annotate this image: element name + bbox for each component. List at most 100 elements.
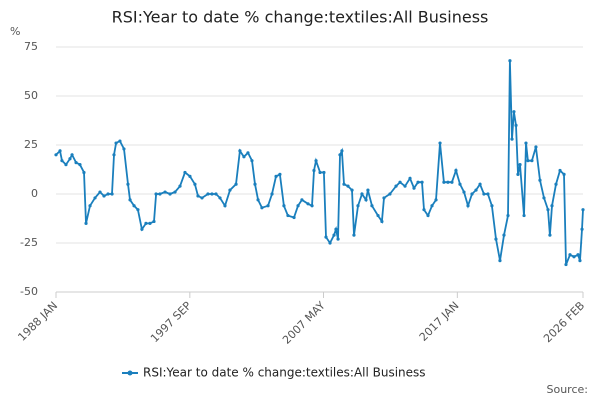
point bbox=[200, 196, 204, 200]
point bbox=[478, 182, 482, 186]
point bbox=[332, 233, 336, 237]
point bbox=[148, 221, 152, 225]
point bbox=[193, 182, 197, 186]
point bbox=[470, 192, 474, 196]
y-tick-label: -50 bbox=[20, 285, 38, 298]
point bbox=[564, 262, 568, 267]
y-tick-label: -25 bbox=[20, 236, 38, 249]
point bbox=[538, 178, 542, 182]
point bbox=[318, 170, 322, 175]
point bbox=[163, 190, 167, 194]
point bbox=[140, 227, 144, 231]
point bbox=[58, 149, 62, 153]
point bbox=[128, 198, 132, 202]
point bbox=[188, 174, 192, 178]
point bbox=[218, 196, 222, 200]
point bbox=[68, 157, 72, 161]
point bbox=[110, 192, 114, 196]
point bbox=[154, 192, 158, 196]
point bbox=[278, 172, 282, 176]
point bbox=[210, 192, 214, 196]
point bbox=[250, 159, 254, 163]
point bbox=[82, 170, 86, 175]
point bbox=[462, 190, 466, 194]
point bbox=[260, 206, 264, 210]
point bbox=[450, 180, 454, 184]
x-tick-label: 2026 FEB bbox=[541, 299, 587, 345]
point bbox=[158, 192, 162, 196]
point bbox=[510, 137, 514, 141]
point bbox=[292, 215, 296, 220]
point bbox=[426, 213, 430, 218]
point bbox=[514, 123, 518, 127]
point bbox=[238, 149, 242, 153]
point bbox=[530, 159, 534, 163]
point bbox=[282, 204, 286, 208]
point bbox=[506, 213, 510, 218]
point bbox=[214, 192, 218, 196]
point bbox=[102, 194, 106, 198]
point bbox=[403, 184, 407, 188]
point bbox=[518, 163, 522, 167]
point bbox=[412, 186, 416, 190]
point bbox=[382, 196, 386, 200]
point bbox=[266, 204, 270, 208]
point bbox=[228, 188, 232, 192]
point bbox=[434, 198, 438, 202]
point bbox=[324, 235, 328, 239]
point bbox=[420, 180, 424, 184]
point bbox=[522, 213, 526, 218]
point bbox=[422, 208, 426, 212]
point bbox=[206, 192, 210, 196]
point bbox=[526, 159, 530, 163]
point bbox=[296, 204, 300, 208]
point bbox=[516, 172, 520, 176]
y-tick-label: 25 bbox=[24, 138, 38, 151]
point bbox=[370, 204, 374, 208]
point bbox=[458, 182, 462, 186]
point bbox=[88, 204, 92, 208]
x-tick-label: 1997 SEP bbox=[148, 299, 194, 345]
point bbox=[168, 192, 172, 196]
legend-label: RSI:Year to date % change:textiles:All B… bbox=[143, 366, 426, 380]
point bbox=[408, 176, 412, 180]
point bbox=[572, 255, 576, 259]
point bbox=[580, 227, 584, 231]
point bbox=[512, 110, 516, 114]
point bbox=[98, 190, 102, 194]
point bbox=[173, 190, 177, 194]
point bbox=[534, 145, 538, 149]
point bbox=[366, 188, 370, 192]
point bbox=[442, 180, 446, 184]
point bbox=[274, 174, 278, 178]
point bbox=[490, 204, 494, 208]
point bbox=[562, 172, 566, 176]
point bbox=[136, 208, 140, 212]
point bbox=[340, 149, 344, 153]
chart-title: RSI:Year to date % change:textiles:All B… bbox=[112, 8, 489, 27]
point bbox=[306, 202, 310, 206]
point bbox=[336, 237, 340, 241]
point bbox=[352, 233, 356, 237]
point bbox=[328, 241, 332, 245]
point bbox=[78, 163, 82, 167]
point bbox=[106, 192, 110, 196]
point bbox=[246, 151, 250, 155]
point bbox=[334, 227, 338, 231]
point bbox=[270, 192, 274, 196]
point bbox=[300, 198, 304, 202]
x-tick-label: 1988 JAN bbox=[15, 299, 60, 344]
point bbox=[542, 196, 546, 200]
point bbox=[70, 153, 74, 157]
point bbox=[394, 184, 398, 188]
point bbox=[550, 204, 554, 208]
point bbox=[60, 159, 64, 163]
point bbox=[581, 208, 585, 212]
point bbox=[338, 153, 342, 157]
y-axis-label: % bbox=[10, 25, 20, 38]
point bbox=[466, 204, 470, 208]
point bbox=[54, 153, 58, 157]
point bbox=[548, 233, 552, 237]
point bbox=[84, 221, 88, 225]
